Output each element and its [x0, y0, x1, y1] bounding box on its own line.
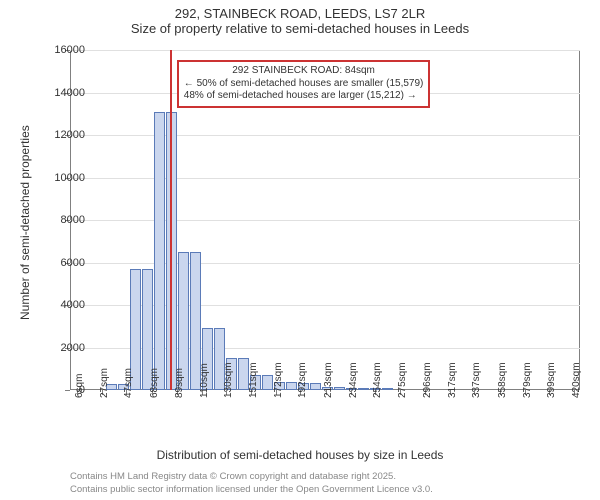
chart-subtitle: Size of property relative to semi-detach…: [0, 21, 600, 36]
histogram-bar: [358, 388, 369, 390]
histogram-bar: [286, 382, 297, 391]
gridline: [70, 50, 580, 51]
gridline: [70, 178, 580, 179]
y-tick-label: 6000: [61, 257, 85, 269]
gridline: [70, 220, 580, 221]
plot-area: 292 STAINBECK ROAD: 84sqm← 50% of semi-d…: [70, 50, 580, 390]
histogram-bar: [154, 112, 165, 390]
callout-line: ← 50% of semi-detached houses are smalle…: [184, 78, 424, 91]
attribution-line-1: Contains HM Land Registry data © Crown c…: [70, 471, 433, 483]
gridline: [70, 135, 580, 136]
callout-line: 292 STAINBECK ROAD: 84sqm: [184, 65, 424, 78]
y-axis-label: Number of semi-detached properties: [18, 125, 32, 320]
y-tick-label: 16000: [54, 44, 85, 56]
gridline: [70, 263, 580, 264]
attribution-line-2: Contains public sector information licen…: [70, 484, 433, 496]
reference-line: [170, 50, 172, 390]
y-tick-label: 8000: [61, 214, 85, 226]
chart-container: 292, STAINBECK ROAD, LEEDS, LS7 2LR Size…: [0, 0, 600, 500]
y-tick-label: 10000: [54, 172, 85, 184]
histogram-bar: [262, 375, 273, 390]
callout-line: 48% of semi-detached houses are larger (…: [184, 90, 424, 103]
histogram-bar: [334, 387, 345, 390]
y-tick-label: 2000: [61, 342, 85, 354]
histogram-bar: [382, 388, 393, 390]
chart-title: 292, STAINBECK ROAD, LEEDS, LS7 2LR: [0, 6, 600, 21]
y-tick-label: 4000: [61, 299, 85, 311]
histogram-bar: [310, 383, 321, 390]
x-axis-label: Distribution of semi-detached houses by …: [0, 448, 600, 462]
callout-box: 292 STAINBECK ROAD: 84sqm← 50% of semi-d…: [177, 60, 431, 108]
title-block: 292, STAINBECK ROAD, LEEDS, LS7 2LR Size…: [0, 0, 600, 36]
y-tick-label: 14000: [54, 87, 85, 99]
attribution: Contains HM Land Registry data © Crown c…: [70, 471, 433, 496]
y-tick-label: 12000: [54, 129, 85, 141]
y-tick-mark: [65, 390, 70, 391]
